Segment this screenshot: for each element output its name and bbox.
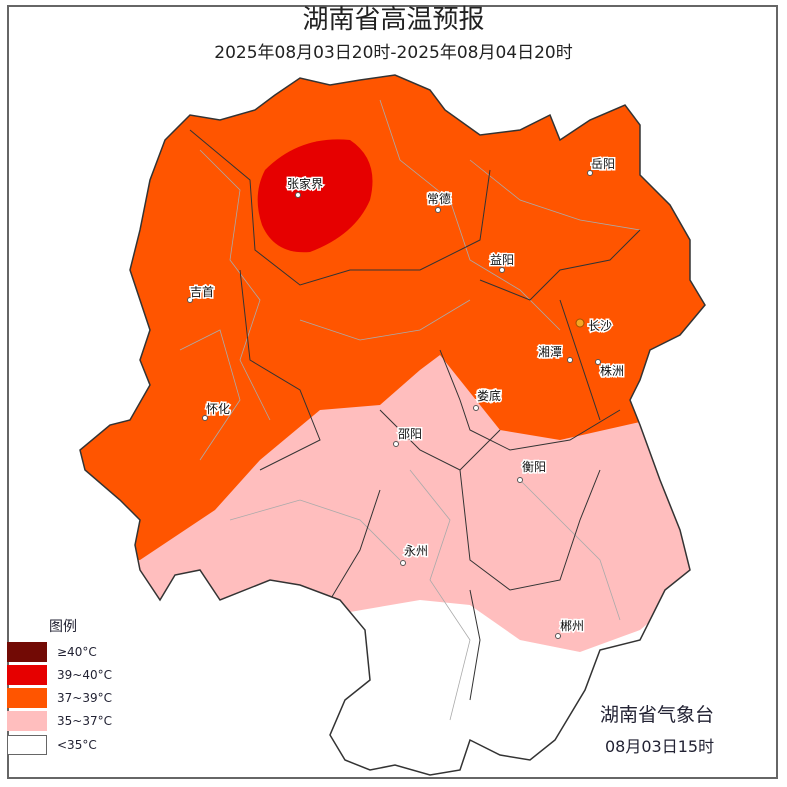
city-label-xiangtan: 湘潭 — [538, 344, 562, 359]
legend-swatch — [7, 711, 47, 731]
city-label-yiyang: 益阳 — [490, 253, 514, 267]
city-markers: 张家界 常德 岳阳 益阳 吉首 长沙 湘潭 株洲 怀化 娄底 邵阳 衡阳 永州 … — [187, 156, 626, 639]
legend-item: 39~40°C — [7, 665, 112, 685]
city-label-changsha: 长沙 — [588, 319, 612, 333]
page-title: 湖南省高温预报 — [302, 5, 485, 35]
map-frame — [7, 5, 778, 779]
legend-item: ≥40°C — [7, 642, 97, 662]
city-label-chenzhou: 郴州 — [560, 619, 584, 633]
legend-label: 39~40°C — [57, 668, 112, 682]
forecast-period: 2025年08月03日20时-2025年08月04日20时 — [214, 43, 573, 63]
city-label-jishou: 吉首 — [190, 285, 214, 299]
legend-item: 35~37°C — [7, 711, 112, 731]
issue-time: 08月03日15时 — [605, 737, 715, 756]
city-label-shaoyang: 邵阳 — [398, 427, 422, 441]
legend-title: 图例 — [49, 619, 77, 635]
legend-item: 37~39°C — [7, 688, 112, 708]
city-label-zhangjiajie: 张家界 — [287, 176, 323, 191]
legend-label: 37~39°C — [57, 691, 112, 705]
legend-swatch — [7, 665, 47, 685]
legend-swatch — [7, 642, 47, 662]
legend-swatch — [7, 735, 47, 755]
city-label-huaihua: 怀化 — [206, 402, 230, 416]
city-boundaries — [189, 129, 641, 701]
legend-label: 35~37°C — [57, 714, 112, 728]
city-label-changde: 常德 — [427, 191, 451, 206]
zone-39-40 — [257, 139, 373, 253]
legend-label: ≥40°C — [57, 645, 97, 659]
legend-swatch — [7, 688, 47, 708]
city-label-yongzhou: 永州 — [404, 544, 428, 558]
city-label-yueyang: 岳阳 — [591, 157, 615, 171]
county-boundaries — [179, 99, 641, 721]
issuer: 湖南省气象台 — [600, 704, 715, 726]
city-label-loudi: 娄底 — [477, 388, 501, 403]
city-label-hengyang: 衡阳 — [522, 460, 546, 474]
legend-item: <35°C — [7, 735, 97, 755]
legend-label: <35°C — [57, 738, 97, 752]
city-label-zhuzhou: 株洲 — [600, 363, 624, 378]
